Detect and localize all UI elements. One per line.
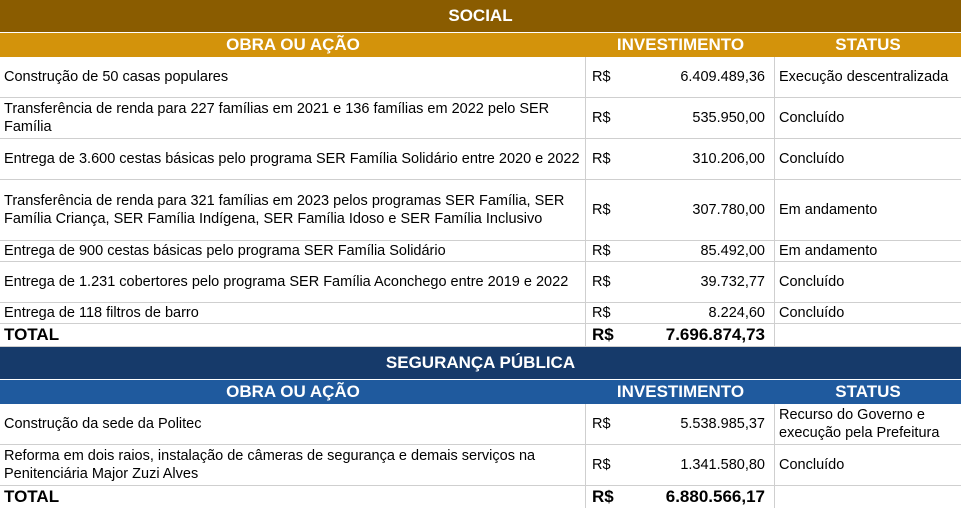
cell-status: Concluído (779, 151, 845, 167)
currency-label: R$ (592, 69, 611, 85)
header-row-social: OBRA OU AÇÃO INVESTIMENTO STATUS (0, 33, 961, 57)
cell-investimento: R$ 8.224,60 (586, 303, 775, 323)
total-status-empty (775, 486, 961, 508)
cell-status: Concluído (779, 305, 845, 321)
table-row: Construção da sede da Politec R$ 5.538.98… (0, 404, 961, 445)
cell-status: Concluído (779, 274, 845, 290)
amount: 85.492,00 (700, 243, 765, 259)
cell-investimento: R$ 85.492,00 (586, 241, 775, 261)
currency-label: R$ (592, 202, 611, 218)
table-row: Entrega de 900 cestas básicas pelo progr… (0, 241, 961, 262)
cell-obra: Construção de 50 casas populares (0, 57, 586, 97)
currency-label: R$ (592, 243, 611, 259)
amount: 307.780,00 (692, 202, 765, 218)
header-investimento: INVESTIMENTO (616, 35, 745, 54)
currency-label: R$ (592, 416, 611, 432)
header-status: STATUS (835, 35, 901, 54)
cell-status: Em andamento (779, 202, 878, 218)
total-investimento: R$ 6.880.566,17 (586, 486, 775, 508)
header-status: STATUS (835, 382, 901, 401)
table-row: Entrega de 3.600 cestas básicas pelo pro… (0, 139, 961, 180)
cell-status: Execução descentralizada (779, 69, 949, 85)
currency-label: R$ (592, 151, 611, 167)
table-row: Transferência de renda para 227 famílias… (0, 98, 961, 139)
cell-investimento: R$ 310.206,00 (586, 139, 775, 179)
amount: 6.409.489,36 (680, 69, 765, 85)
total-label: TOTAL (0, 486, 586, 508)
cell-obra: Transferência de renda para 321 famílias… (0, 180, 586, 240)
cell-status: Em andamento (779, 243, 878, 259)
total-row-seguranca: TOTAL R$ 6.880.566,17 (0, 486, 961, 508)
amount: 310.206,00 (692, 151, 765, 167)
cell-obra: Entrega de 900 cestas básicas pelo progr… (0, 241, 586, 261)
total-label: TOTAL (0, 324, 586, 346)
cell-investimento: R$ 535.950,00 (586, 98, 775, 138)
amount: 5.538.985,37 (680, 416, 765, 432)
cell-obra: Transferência de renda para 227 famílias… (0, 98, 586, 138)
total-amount: 7.696.874,73 (665, 325, 765, 344)
currency-label: R$ (592, 457, 611, 473)
table-row: Reforma em dois raios, instalação de câm… (0, 445, 961, 486)
cell-investimento: R$ 5.538.985,37 (586, 404, 775, 444)
cell-status: Concluído (779, 457, 845, 473)
currency-label: R$ (592, 274, 611, 290)
cell-investimento: R$ 39.732,77 (586, 262, 775, 302)
amount: 1.341.580,80 (680, 457, 765, 473)
table-row: Entrega de 118 filtros de barro R$ 8.224,… (0, 303, 961, 324)
table-row: Construção de 50 casas populares R$ 6.409… (0, 57, 961, 98)
header-obra: OBRA OU AÇÃO (226, 382, 360, 401)
total-amount: 6.880.566,17 (665, 487, 765, 506)
total-investimento: R$ 7.696.874,73 (586, 324, 775, 346)
cell-investimento: R$ 307.780,00 (586, 180, 775, 240)
total-status-empty (775, 324, 961, 346)
cell-obra: Reforma em dois raios, instalação de câm… (0, 445, 586, 485)
table-row: Transferência de renda para 321 famílias… (0, 180, 961, 241)
currency-label: R$ (592, 305, 611, 321)
header-obra: OBRA OU AÇÃO (226, 35, 360, 54)
cell-obra: Entrega de 118 filtros de barro (0, 303, 586, 323)
section-title-seguranca: SEGURANÇA PÚBLICA (0, 347, 961, 380)
cell-status: Recurso do Governo e execução pela Prefe… (779, 407, 940, 441)
section-title-social: SOCIAL (0, 0, 961, 33)
cell-status: Concluído (779, 110, 845, 126)
currency-label: R$ (592, 110, 611, 126)
cell-obra: Construção da sede da Politec (0, 404, 586, 444)
currency-label: R$ (592, 325, 614, 344)
header-investimento: INVESTIMENTO (616, 382, 745, 401)
amount: 39.732,77 (700, 274, 765, 290)
header-row-seguranca: OBRA OU AÇÃO INVESTIMENTO STATUS (0, 380, 961, 404)
cell-obra: Entrega de 1.231 cobertores pelo program… (0, 262, 586, 302)
total-row-social: TOTAL R$ 7.696.874,73 (0, 324, 961, 347)
amount: 535.950,00 (692, 110, 765, 126)
table-row: Entrega de 1.231 cobertores pelo program… (0, 262, 961, 303)
cell-investimento: R$ 6.409.489,36 (586, 57, 775, 97)
amount: 8.224,60 (708, 305, 765, 321)
currency-label: R$ (592, 487, 614, 506)
cell-investimento: R$ 1.341.580,80 (586, 445, 775, 485)
cell-obra: Entrega de 3.600 cestas básicas pelo pro… (0, 139, 586, 179)
